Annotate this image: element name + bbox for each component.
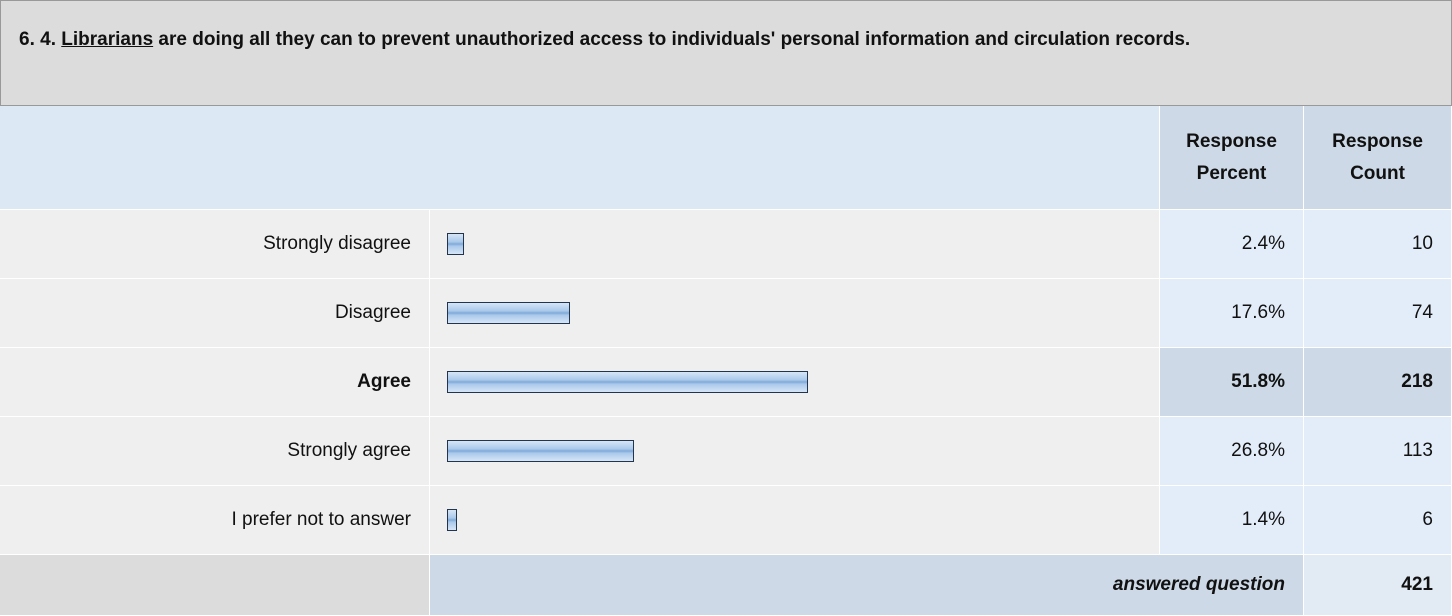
count: 6 — [1304, 486, 1452, 555]
footer-blank — [0, 555, 430, 616]
column-header: Response Percent — [1160, 106, 1304, 210]
count: 113 — [1304, 417, 1452, 486]
column-header: Response Count — [1304, 106, 1452, 210]
count: 74 — [1304, 279, 1452, 348]
bar — [447, 302, 570, 324]
percent: 2.4% — [1160, 210, 1304, 279]
percent: 26.8% — [1160, 417, 1304, 486]
percent: 17.6% — [1160, 279, 1304, 348]
question-text: are doing all they can to prevent unauth… — [158, 29, 1191, 50]
bar-cell — [430, 210, 1160, 279]
percent: 1.4% — [1160, 486, 1304, 555]
bar-cell — [430, 486, 1160, 555]
row-label: Strongly agree — [0, 417, 430, 486]
question-number: 6. 4. — [19, 29, 56, 50]
total-label: answered question — [430, 555, 1304, 616]
bar — [447, 233, 464, 255]
count: 10 — [1304, 210, 1452, 279]
row-label: Strongly disagree — [0, 210, 430, 279]
bar — [447, 440, 634, 462]
row-label: Disagree — [0, 279, 430, 348]
header-blank — [0, 106, 1160, 210]
bar — [447, 371, 809, 393]
question-keyword: Librarians — [61, 29, 154, 50]
bar — [447, 509, 457, 531]
total-count: 421 — [1304, 555, 1452, 616]
count: 218 — [1304, 348, 1452, 417]
percent: 51.8% — [1160, 348, 1304, 417]
row-label: I prefer not to answer — [0, 486, 430, 555]
question-header: 6. 4. Librarians are doing all they can … — [0, 0, 1452, 106]
row-label: Agree — [0, 348, 430, 417]
